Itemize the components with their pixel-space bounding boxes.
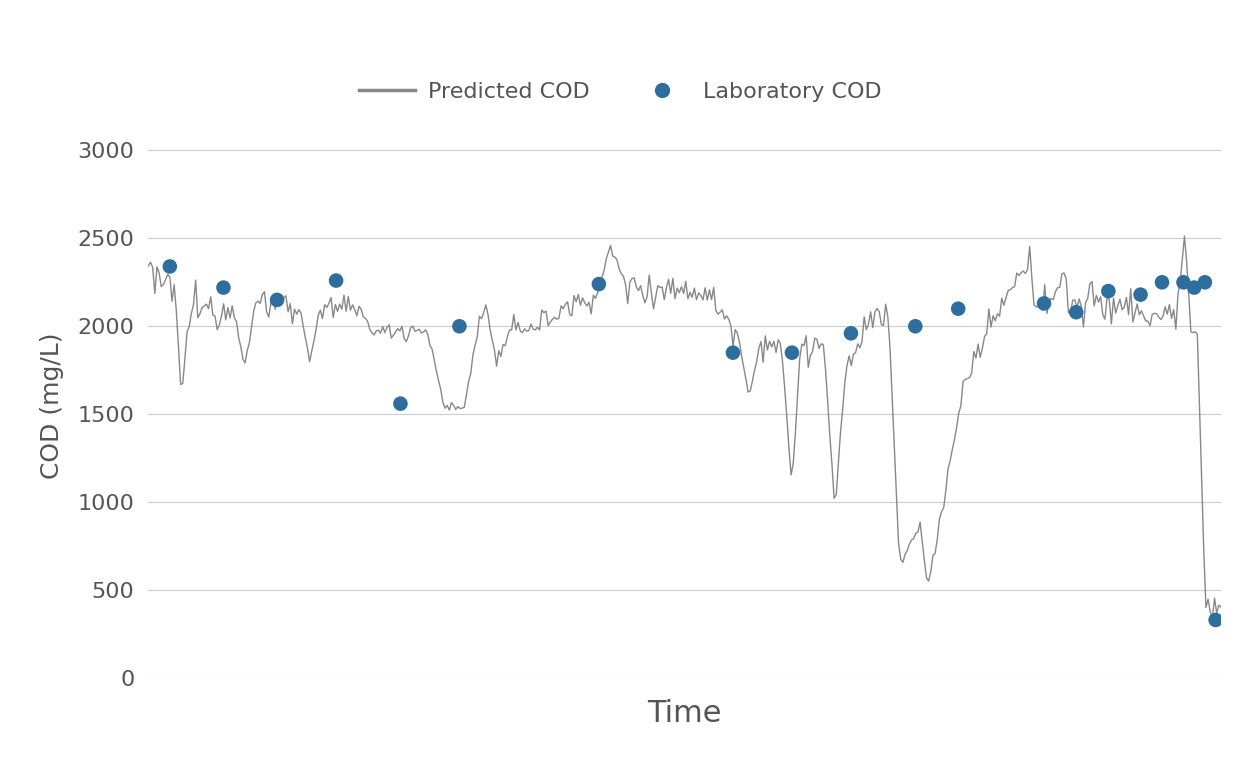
Point (840, 327, 860, 340)
Y-axis label: COD (mg/L): COD (mg/L) (40, 332, 64, 478)
Point (1173, 276, 1193, 288)
Point (1206, 614, 1226, 626)
Point (1184, 281, 1204, 293)
Legend: Predicted COD, Laboratory COD: Predicted COD, Laboratory COD (350, 73, 890, 111)
Point (450, 320, 470, 332)
Point (782, 346, 802, 359)
Point (948, 302, 968, 315)
Point (1035, 297, 1054, 309)
Point (1099, 285, 1119, 297)
Point (906, 320, 926, 332)
Point (1131, 289, 1151, 301)
Point (590, 278, 609, 290)
Point (391, 398, 410, 410)
Point (267, 294, 287, 306)
X-axis label: Time: Time (648, 699, 722, 728)
Point (1152, 276, 1172, 288)
Point (723, 346, 743, 359)
Point (1195, 276, 1215, 288)
Point (214, 281, 234, 293)
Point (159, 261, 179, 273)
Point (1067, 306, 1086, 318)
Point (326, 274, 346, 287)
